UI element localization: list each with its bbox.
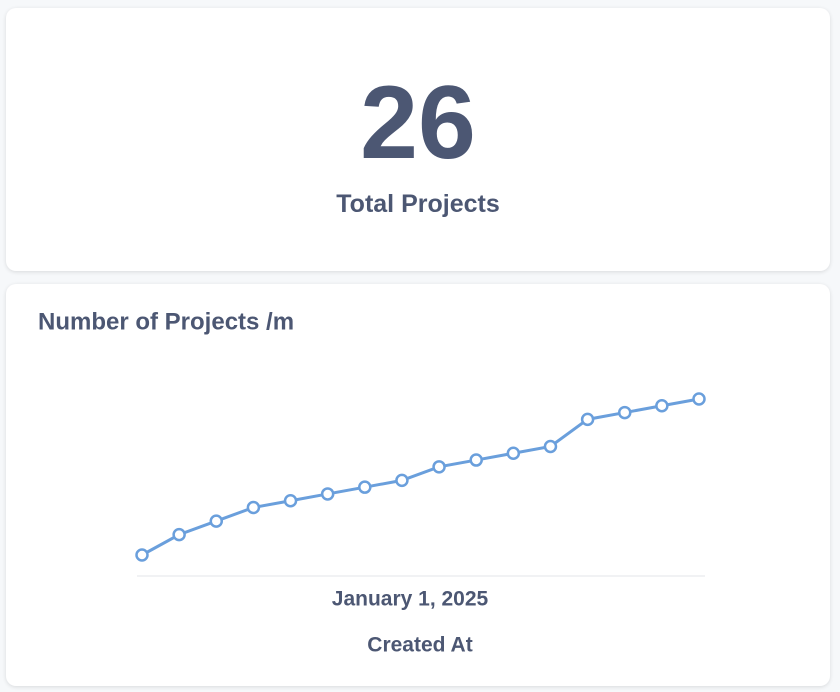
data-point — [395, 473, 409, 488]
data-point — [506, 446, 521, 461]
data-point — [692, 392, 706, 406]
scalar-value: 26 — [360, 65, 476, 181]
data-point — [469, 453, 483, 467]
data-point — [432, 460, 446, 474]
scalar-label: Total Projects — [336, 190, 500, 218]
data-point — [135, 548, 149, 562]
chart: Number of Projects /m January 1, 2025 Cr… — [38, 308, 706, 657]
x-tick-label: January 1, 2025 — [332, 588, 489, 611]
data-point — [209, 514, 224, 528]
chart-title: Number of Projects /m — [38, 308, 294, 335]
data-point — [283, 493, 298, 508]
data-point — [543, 439, 558, 454]
data-point — [320, 487, 335, 501]
data-point — [172, 527, 186, 542]
data-point — [655, 399, 669, 413]
data-point — [617, 405, 632, 420]
data-point — [246, 500, 261, 515]
scalar-card[interactable]: 26 Total Projects — [6, 8, 830, 271]
line-series — [141, 397, 700, 557]
chart-card[interactable]: Number of Projects /m January 1, 2025 Cr… — [6, 284, 830, 686]
data-point — [358, 480, 372, 494]
data-point — [580, 412, 595, 427]
x-axis-title: Created At — [367, 634, 472, 657]
